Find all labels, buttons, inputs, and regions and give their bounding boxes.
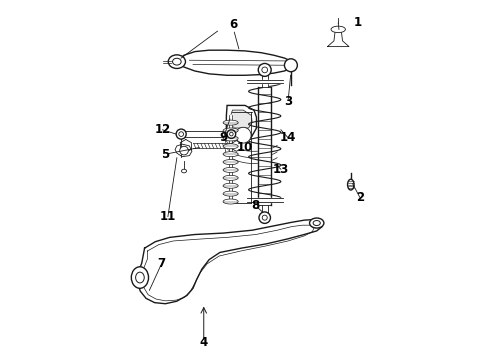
Text: 11: 11 — [160, 210, 176, 223]
Ellipse shape — [223, 120, 238, 125]
Ellipse shape — [223, 136, 238, 141]
Text: 1: 1 — [354, 17, 362, 30]
Text: 3: 3 — [284, 95, 292, 108]
Text: 13: 13 — [273, 163, 289, 176]
Ellipse shape — [223, 159, 238, 165]
Polygon shape — [327, 30, 349, 46]
Ellipse shape — [172, 58, 181, 65]
Ellipse shape — [223, 167, 238, 172]
Polygon shape — [175, 144, 192, 157]
Circle shape — [180, 146, 188, 155]
Ellipse shape — [179, 132, 183, 136]
Circle shape — [235, 127, 251, 143]
Text: 5: 5 — [161, 148, 170, 161]
Ellipse shape — [313, 221, 320, 226]
Ellipse shape — [223, 183, 238, 188]
Text: 10: 10 — [237, 141, 253, 154]
Ellipse shape — [223, 128, 238, 133]
Text: 12: 12 — [154, 123, 171, 136]
Ellipse shape — [223, 175, 238, 180]
Ellipse shape — [176, 129, 186, 139]
Ellipse shape — [223, 144, 238, 149]
Text: 14: 14 — [280, 131, 296, 144]
Circle shape — [285, 59, 297, 72]
Ellipse shape — [168, 55, 186, 68]
Ellipse shape — [131, 267, 148, 288]
Text: 2: 2 — [356, 191, 364, 204]
Text: 9: 9 — [220, 131, 228, 144]
Ellipse shape — [223, 199, 238, 204]
Ellipse shape — [223, 191, 238, 196]
Text: 8: 8 — [252, 199, 260, 212]
Polygon shape — [226, 105, 256, 140]
Ellipse shape — [331, 26, 345, 33]
Ellipse shape — [347, 179, 354, 190]
Polygon shape — [177, 50, 294, 75]
Ellipse shape — [230, 132, 233, 136]
Ellipse shape — [181, 169, 187, 173]
Text: 7: 7 — [158, 257, 166, 270]
Ellipse shape — [310, 218, 324, 228]
Text: 6: 6 — [229, 18, 238, 31]
Ellipse shape — [227, 130, 236, 138]
Polygon shape — [232, 140, 241, 151]
Circle shape — [258, 63, 271, 76]
Polygon shape — [137, 220, 322, 304]
Text: 4: 4 — [199, 336, 208, 348]
Circle shape — [262, 215, 267, 220]
Ellipse shape — [136, 272, 144, 283]
Polygon shape — [230, 110, 252, 128]
Circle shape — [262, 67, 268, 73]
Circle shape — [259, 212, 270, 224]
Ellipse shape — [223, 152, 238, 157]
